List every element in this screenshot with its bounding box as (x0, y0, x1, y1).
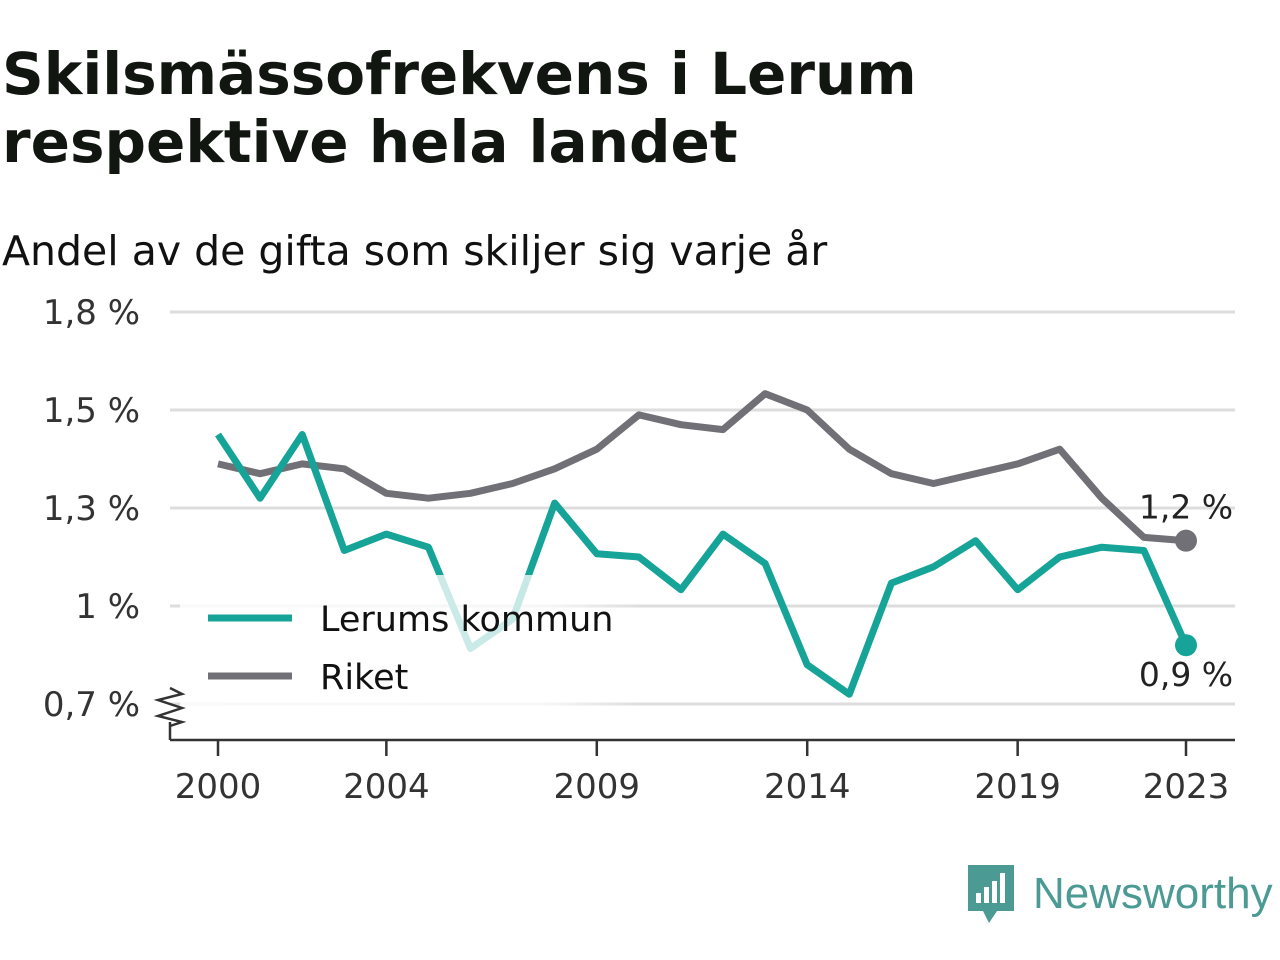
series-line-0 (215, 431, 1190, 698)
y-axis-ticks: 0,7 % 1 % 1,3 % 1,5 % 1,8 % (43, 293, 140, 725)
y-tick-label-4: 1,8 % (43, 293, 140, 333)
brand-logo: Newsworthy (965, 862, 1273, 926)
end-marker-0 (1175, 529, 1197, 552)
x-tick-label-1: 2004 (343, 767, 430, 807)
x-tick-label-5: 2023 (1143, 767, 1230, 807)
legend: Lerums kommun Riket (208, 600, 613, 698)
axis-break-icon (153, 686, 187, 728)
newsworthy-logo-icon (968, 865, 1014, 923)
y-tick-label-0: 0,7 % (43, 685, 140, 725)
x-tick-label-3: 2014 (764, 767, 851, 807)
y-tick-label-3: 1,5 % (43, 391, 140, 431)
legend-backdrop (180, 575, 640, 710)
y-tick-label-1: 1 % (75, 587, 140, 627)
series-lines (215, 390, 1190, 698)
series-line-1 (217, 390, 1187, 545)
end-marker-1 (1175, 634, 1197, 657)
x-tick-label-0: 2000 (175, 767, 262, 807)
line-chart: 0,7 % 1 % 1,3 % 1,5 % 1,8 % 2000 2004 2009 2014… (43, 293, 1235, 807)
legend-label-1: Riket (320, 658, 408, 698)
brand-name: Newsworthy (1033, 869, 1273, 918)
x-tick-label-2: 2009 (554, 767, 641, 807)
legend-label-0: Lerums kommun (320, 600, 613, 640)
chart-subtitle: Andel av de gifta som skiljer sig varje … (2, 227, 828, 275)
end-markers: 1,2 % 0,9 % (1139, 488, 1233, 695)
x-axis: 2000 2004 2009 2014 2019 2023 (153, 686, 1235, 807)
y-tick-label-2: 1,3 % (43, 489, 140, 529)
end-label-1: 0,9 % (1139, 655, 1233, 694)
chart-title: Skilsmässofrekvens i Lerum respektive he… (2, 40, 917, 176)
x-tick-label-4: 2019 (974, 767, 1061, 807)
end-label-0: 1,2 % (1139, 488, 1233, 527)
